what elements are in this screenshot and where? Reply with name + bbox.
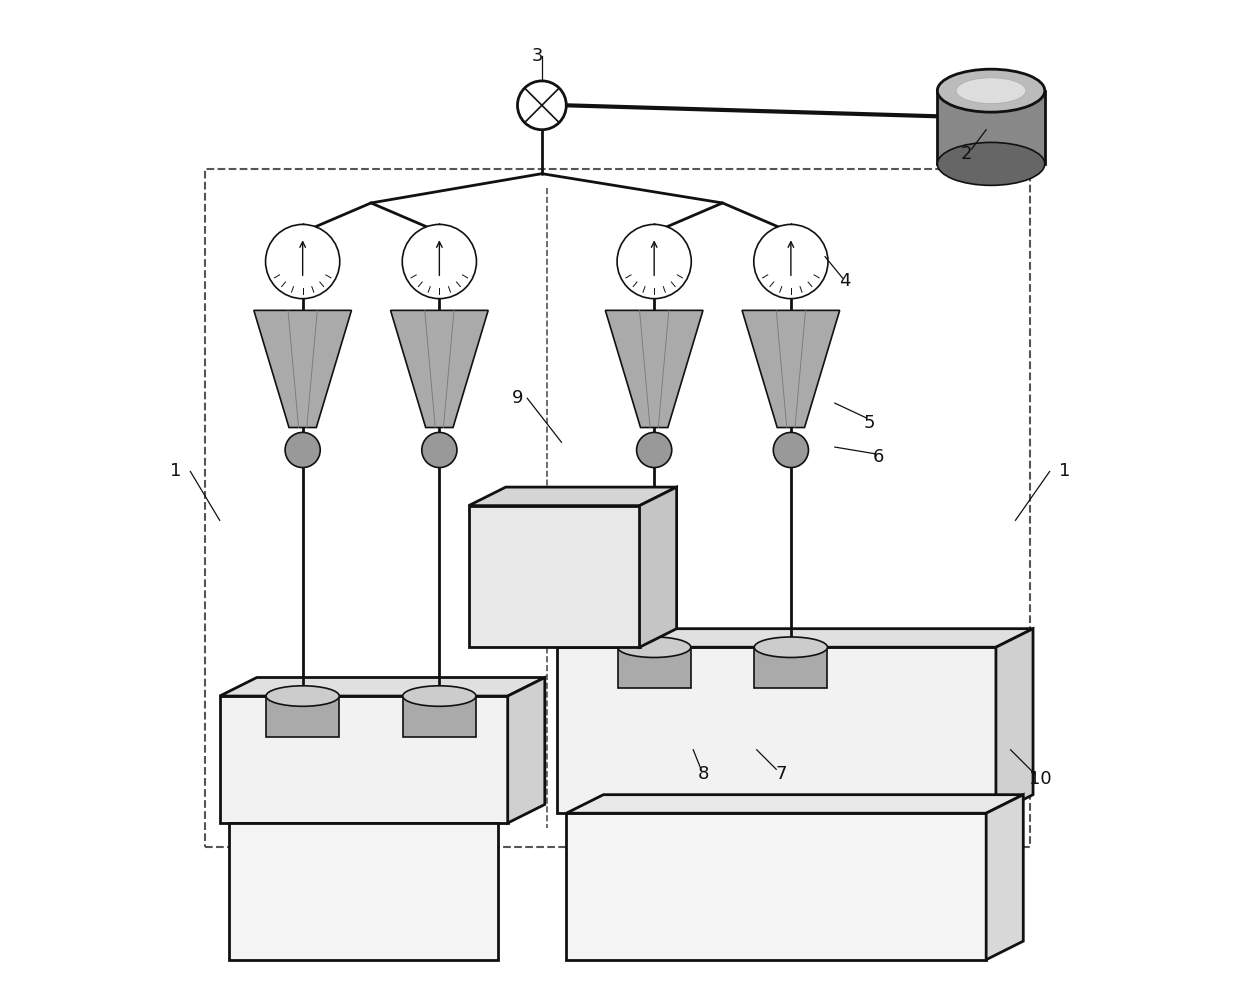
- Bar: [754, 647, 827, 688]
- Bar: [469, 506, 640, 647]
- Text: 5: 5: [863, 413, 874, 432]
- Ellipse shape: [937, 142, 1045, 186]
- Circle shape: [265, 225, 340, 299]
- Polygon shape: [469, 487, 677, 506]
- Bar: [229, 823, 498, 959]
- Ellipse shape: [754, 637, 827, 658]
- Ellipse shape: [937, 69, 1045, 112]
- Ellipse shape: [403, 685, 476, 706]
- Text: 3: 3: [531, 47, 543, 66]
- Circle shape: [618, 225, 691, 299]
- Text: 1: 1: [170, 463, 181, 480]
- Text: 6: 6: [873, 448, 884, 465]
- Polygon shape: [557, 628, 1033, 647]
- Polygon shape: [986, 794, 1023, 959]
- Ellipse shape: [267, 685, 340, 706]
- Text: 7: 7: [775, 765, 787, 784]
- Circle shape: [285, 432, 320, 467]
- Polygon shape: [567, 794, 1023, 813]
- Polygon shape: [507, 678, 544, 823]
- Polygon shape: [640, 487, 677, 647]
- Circle shape: [402, 225, 476, 299]
- Polygon shape: [254, 310, 351, 427]
- Text: 1: 1: [1059, 463, 1070, 480]
- Text: 4: 4: [838, 272, 851, 290]
- Text: 10: 10: [1028, 770, 1052, 788]
- Circle shape: [754, 225, 828, 299]
- Bar: [618, 647, 691, 688]
- Polygon shape: [742, 310, 839, 427]
- Polygon shape: [391, 310, 489, 427]
- Bar: [567, 813, 986, 959]
- Text: 8: 8: [697, 765, 709, 784]
- Circle shape: [636, 432, 672, 467]
- Bar: [267, 696, 340, 737]
- Circle shape: [422, 432, 456, 467]
- Text: 9: 9: [512, 389, 523, 408]
- Ellipse shape: [956, 78, 1025, 103]
- Polygon shape: [937, 90, 1045, 164]
- Bar: [557, 647, 996, 813]
- Polygon shape: [996, 628, 1033, 813]
- Bar: [219, 696, 507, 823]
- Bar: [205, 169, 1030, 847]
- Bar: [403, 696, 476, 737]
- Polygon shape: [605, 310, 703, 427]
- Ellipse shape: [618, 637, 691, 658]
- Text: 2: 2: [961, 145, 972, 163]
- Polygon shape: [219, 678, 544, 696]
- Circle shape: [517, 81, 567, 130]
- Circle shape: [774, 432, 808, 467]
